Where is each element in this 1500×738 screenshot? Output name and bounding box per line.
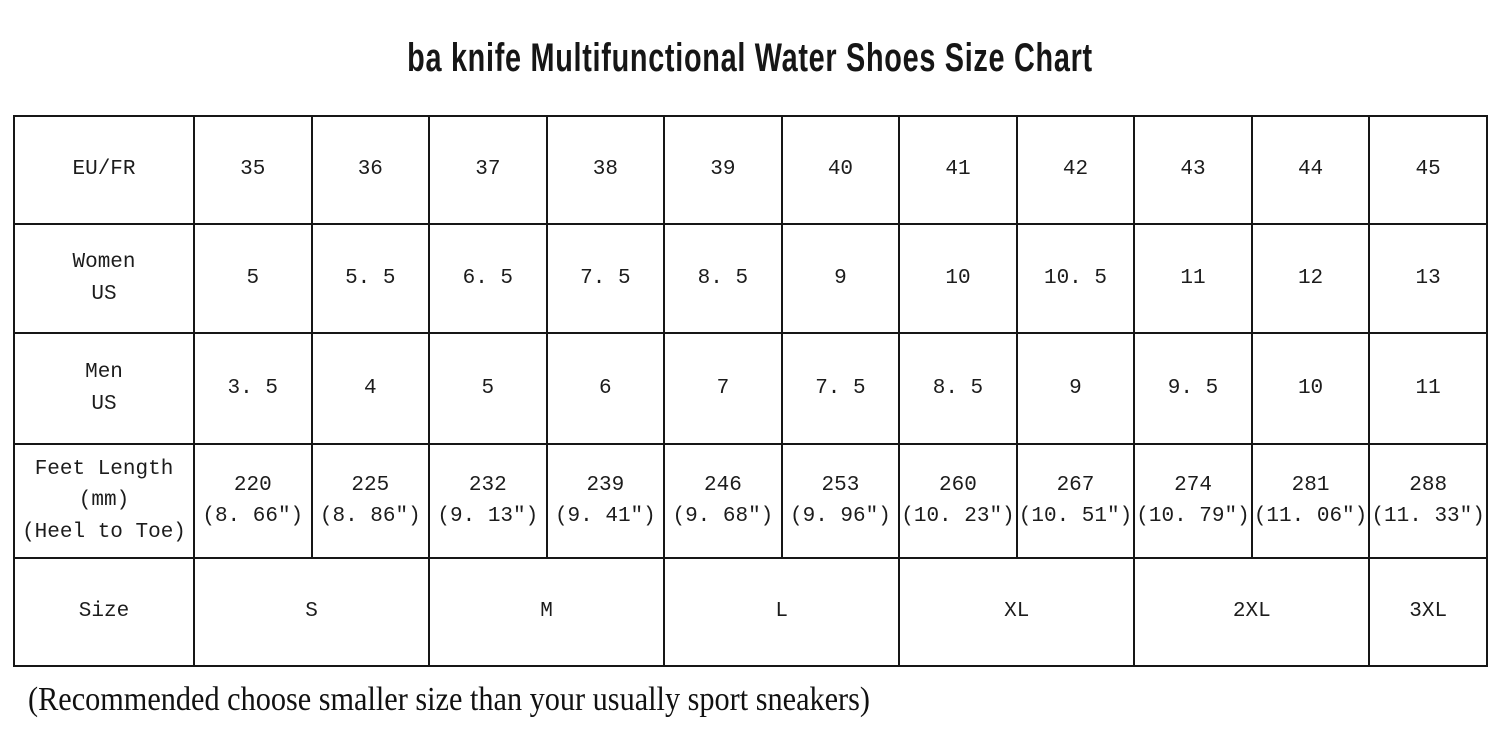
table-cell: 274 (10. 79″) — [1133, 443, 1253, 559]
size-group-cell: 2XL — [1133, 557, 1371, 667]
table-cell: 5 — [193, 223, 313, 334]
table-cell: 246 (9. 68″) — [663, 443, 783, 559]
table-cell: 36 — [310, 115, 431, 225]
row-label-eu-fr: EU/FR — [13, 115, 195, 225]
recommendation-note: (Recommended choose smaller size than yo… — [28, 681, 870, 718]
row-label-feet-length: Feet Length (mm) (Heel to Toe) — [13, 443, 195, 559]
table-cell: 40 — [780, 115, 901, 225]
table-cell: 44 — [1250, 115, 1371, 225]
table-cell: 10 — [898, 223, 1018, 334]
table-cell: 8. 5 — [663, 223, 783, 334]
table-cell: 267 (10. 51″) — [1015, 443, 1136, 559]
table-cell: 7. 5 — [545, 223, 666, 334]
page-title: ba knife Multifunctional Water Shoes Siz… — [407, 36, 1093, 80]
row-label-size: Size — [13, 557, 195, 667]
table-cell: 239 (9. 41″) — [545, 443, 666, 559]
table-cell: 10. 5 — [1015, 223, 1136, 334]
table-cell: 39 — [663, 115, 783, 225]
table-cell: 11 — [1133, 223, 1253, 334]
table-cell: 7 — [663, 332, 783, 445]
table-cell: 220 (8. 66″) — [193, 443, 313, 559]
table-cell: 6. 5 — [428, 223, 548, 334]
table-row-men-us: Men US 3. 5 4 5 6 7 7. 5 8. 5 9 9. 5 10 … — [13, 332, 1488, 445]
table-cell: 45 — [1368, 115, 1488, 225]
table-cell: 35 — [193, 115, 313, 225]
size-group-cell: L — [663, 557, 901, 667]
table-cell: 8. 5 — [898, 332, 1018, 445]
table-cell: 42 — [1015, 115, 1136, 225]
table-cell: 232 (9. 13″) — [428, 443, 548, 559]
row-label-men-us: Men US — [13, 332, 195, 445]
table-cell: 5 — [428, 332, 548, 445]
size-group-cell: XL — [898, 557, 1136, 667]
size-group-cell: 3XL — [1368, 557, 1488, 667]
table-cell: 253 (9. 96″) — [780, 443, 901, 559]
table-cell: 10 — [1250, 332, 1371, 445]
row-label-women-us: Women US — [13, 223, 195, 334]
table-cell: 38 — [545, 115, 666, 225]
table-cell: 9 — [1015, 332, 1136, 445]
table-cell: 7. 5 — [780, 332, 901, 445]
table-cell: 5. 5 — [310, 223, 431, 334]
table-row-eufr: EU/FR 35 36 37 38 39 40 41 42 43 44 45 — [13, 115, 1488, 225]
table-cell: 288 (11. 33″) — [1368, 443, 1488, 559]
table-row-size: Size S M L XL 2XL 3XL — [13, 557, 1488, 667]
table-cell: 260 (10. 23″) — [898, 443, 1018, 559]
table-cell: 4 — [310, 332, 431, 445]
table-cell: 41 — [898, 115, 1018, 225]
table-cell: 37 — [428, 115, 548, 225]
table-row-women-us: Women US 5 5. 5 6. 5 7. 5 8. 5 9 10 10. … — [13, 223, 1488, 334]
table-cell: 9 — [780, 223, 901, 334]
size-group-cell: M — [428, 557, 666, 667]
table-cell: 12 — [1250, 223, 1371, 334]
table-cell: 9. 5 — [1133, 332, 1253, 445]
table-cell: 3. 5 — [193, 332, 313, 445]
table-cell: 281 (11. 06″) — [1250, 443, 1371, 559]
table-cell: 225 (8. 86″) — [310, 443, 431, 559]
table-cell: 43 — [1133, 115, 1253, 225]
size-group-cell: S — [192, 557, 431, 667]
table-cell: 6 — [545, 332, 666, 445]
table-cell: 13 — [1368, 223, 1488, 334]
table-cell: 11 — [1368, 332, 1488, 445]
size-chart-table: EU/FR 35 36 37 38 39 40 41 42 43 44 45 W… — [13, 115, 1488, 667]
table-row-feet-length: Feet Length (mm) (Heel to Toe) 220 (8. 6… — [13, 443, 1488, 559]
